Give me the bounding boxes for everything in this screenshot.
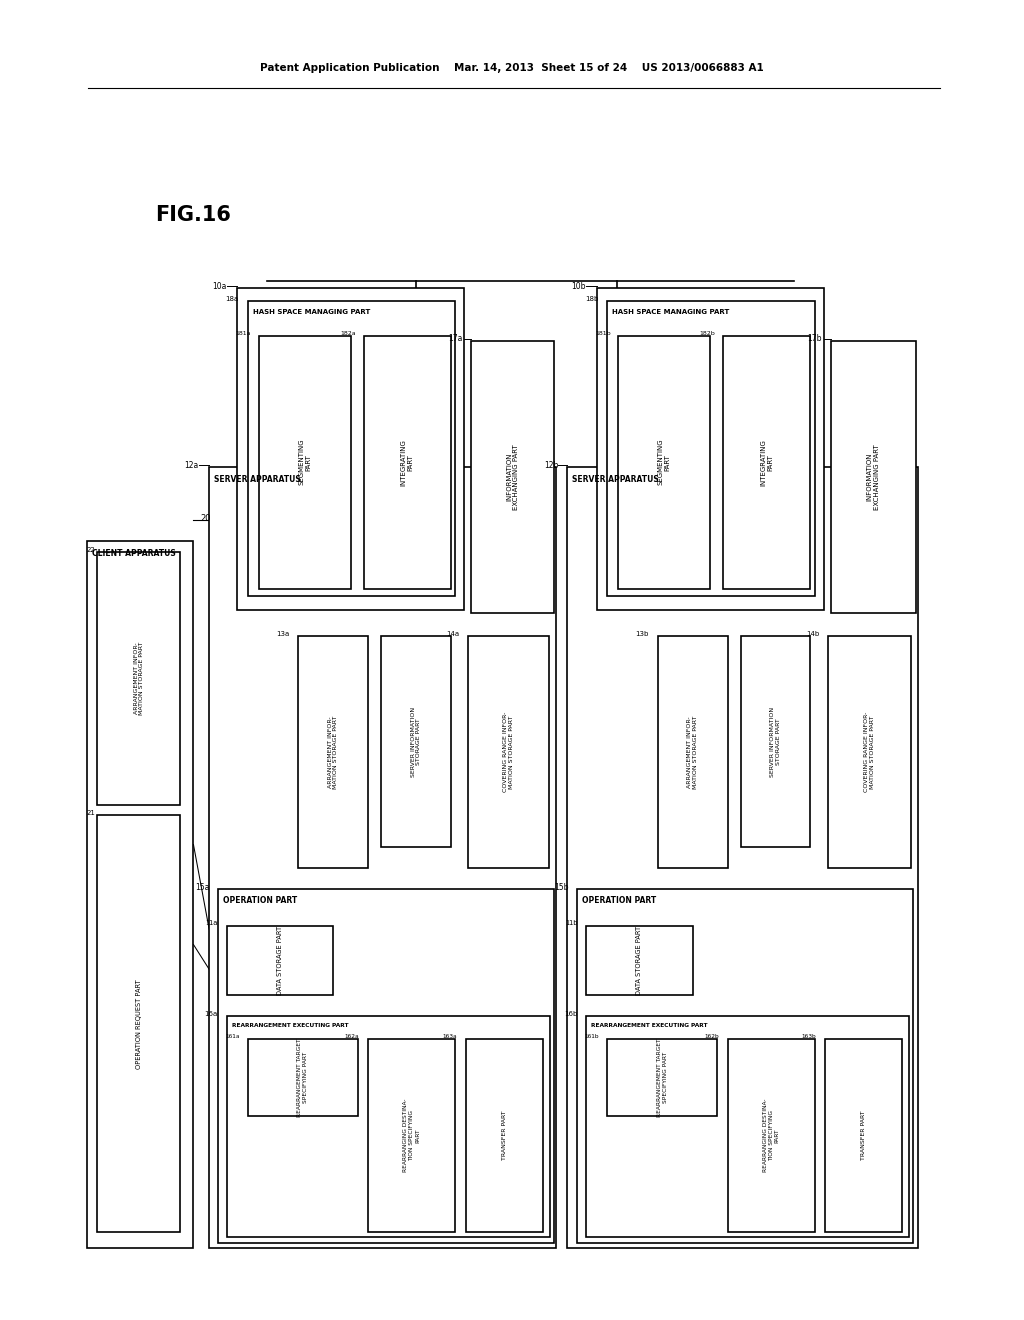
Text: 163a: 163a <box>442 1035 457 1039</box>
Text: CLIENT APPARATUS: CLIENT APPARATUS <box>92 549 176 558</box>
Text: 10a: 10a <box>212 281 226 290</box>
Text: REARRANGING DESTINA-
TION SPECIFYING
PART: REARRANGING DESTINA- TION SPECIFYING PAR… <box>763 1098 779 1172</box>
Text: ARRANGEMENT INFOR-
MATION STORAGE PART: ARRANGEMENT INFOR- MATION STORAGE PART <box>687 715 698 789</box>
Bar <box>259 335 350 589</box>
Text: 161a: 161a <box>225 1035 240 1039</box>
Text: INFORMATION
EXCHANGING PART: INFORMATION EXCHANGING PART <box>506 444 519 510</box>
Bar <box>607 301 815 597</box>
Bar <box>607 1039 717 1115</box>
Bar <box>218 890 554 1242</box>
Text: 13a: 13a <box>276 631 290 638</box>
Bar <box>226 927 333 995</box>
Text: OPERATION REQUEST PART: OPERATION REQUEST PART <box>136 979 142 1069</box>
Bar <box>728 1039 815 1232</box>
Text: REARRANGEMENT TARGET
SPECIFYING PART: REARRANGEMENT TARGET SPECIFYING PART <box>656 1039 668 1117</box>
Text: 182a: 182a <box>340 331 355 337</box>
Text: OPERATION PART: OPERATION PART <box>223 896 297 904</box>
Bar <box>364 335 451 589</box>
Text: REARRANGEMENT TARGET
SPECIFYING PART: REARRANGEMENT TARGET SPECIFYING PART <box>297 1039 308 1117</box>
Bar <box>471 341 554 612</box>
Text: 17a: 17a <box>447 334 462 343</box>
Bar <box>825 1039 902 1232</box>
Text: OPERATION PART: OPERATION PART <box>583 896 656 904</box>
Text: TRANSFER PART: TRANSFER PART <box>502 1110 507 1160</box>
Text: 15b: 15b <box>554 883 568 892</box>
Text: 18a: 18a <box>225 296 239 302</box>
Text: 181a: 181a <box>236 331 251 337</box>
Text: DATA STORAGE PART: DATA STORAGE PART <box>637 925 642 995</box>
Bar <box>828 636 910 869</box>
Bar <box>657 636 728 869</box>
Text: REARRANGING DESTINA-
TION SPECIFYING
PART: REARRANGING DESTINA- TION SPECIFYING PAR… <box>403 1098 420 1172</box>
Bar <box>723 335 810 589</box>
Text: 18b: 18b <box>585 296 598 302</box>
Bar <box>97 552 180 805</box>
Bar <box>97 816 180 1232</box>
Bar <box>468 636 549 869</box>
Text: 14a: 14a <box>446 631 460 638</box>
Bar <box>586 927 692 995</box>
Text: 162a: 162a <box>345 1035 359 1039</box>
Bar <box>618 335 710 589</box>
Text: 15a: 15a <box>195 883 209 892</box>
Bar <box>466 1039 543 1232</box>
Text: INFORMATION
EXCHANGING PART: INFORMATION EXCHANGING PART <box>866 444 880 510</box>
Bar <box>830 341 916 612</box>
Text: 17b: 17b <box>807 334 822 343</box>
Text: REARRANGEMENT EXECUTING PART: REARRANGEMENT EXECUTING PART <box>591 1023 708 1028</box>
Text: INTEGRATING
PART: INTEGRATING PART <box>761 438 773 486</box>
Text: 161b: 161b <box>585 1035 599 1039</box>
Text: REARRANGEMENT EXECUTING PART: REARRANGEMENT EXECUTING PART <box>231 1023 348 1028</box>
Text: 10b: 10b <box>571 281 586 290</box>
Text: 162b: 162b <box>705 1035 719 1039</box>
Text: 22: 22 <box>87 546 95 553</box>
Text: 16a: 16a <box>205 1011 218 1016</box>
Text: FIG.16: FIG.16 <box>155 205 231 224</box>
Bar <box>368 1039 456 1232</box>
Text: 163b: 163b <box>802 1035 816 1039</box>
Bar <box>248 301 456 597</box>
Bar <box>298 636 368 869</box>
Text: 11b: 11b <box>565 920 578 927</box>
Bar <box>381 636 451 847</box>
Text: 20: 20 <box>201 513 211 523</box>
Bar <box>597 288 823 610</box>
Text: SERVER APPARATUS: SERVER APPARATUS <box>572 475 658 484</box>
Bar <box>578 890 913 1242</box>
Text: SERVER INFORMATION
STORAGE PART: SERVER INFORMATION STORAGE PART <box>411 706 422 776</box>
Bar <box>567 467 918 1247</box>
Bar <box>740 636 810 847</box>
Bar <box>586 1016 909 1237</box>
Text: COVERING RANGE INFOR-
MATION STORAGE PART: COVERING RANGE INFOR- MATION STORAGE PAR… <box>864 711 874 792</box>
Text: 181b: 181b <box>595 331 610 337</box>
Text: INTEGRATING
PART: INTEGRATING PART <box>400 438 414 486</box>
Text: Patent Application Publication    Mar. 14, 2013  Sheet 15 of 24    US 2013/00668: Patent Application Publication Mar. 14, … <box>260 63 764 73</box>
Text: COVERING RANGE INFOR-
MATION STORAGE PART: COVERING RANGE INFOR- MATION STORAGE PAR… <box>503 711 514 792</box>
Bar <box>209 467 556 1247</box>
Text: 12a: 12a <box>184 461 199 470</box>
Text: ARRANGEMENT INFOR-
MATION STORAGE PART: ARRANGEMENT INFOR- MATION STORAGE PART <box>133 642 144 715</box>
Bar <box>238 288 464 610</box>
Text: TRANSFER PART: TRANSFER PART <box>861 1110 866 1160</box>
Bar <box>226 1016 550 1237</box>
Text: ARRANGEMENT INFOR-
MATION STORAGE PART: ARRANGEMENT INFOR- MATION STORAGE PART <box>328 715 339 789</box>
Text: 21: 21 <box>87 810 96 816</box>
Text: 12b: 12b <box>544 461 558 470</box>
Bar <box>87 541 194 1247</box>
Text: 182b: 182b <box>699 331 716 337</box>
Text: HASH SPACE MANAGING PART: HASH SPACE MANAGING PART <box>612 309 729 315</box>
Text: HASH SPACE MANAGING PART: HASH SPACE MANAGING PART <box>253 309 370 315</box>
Text: DATA STORAGE PART: DATA STORAGE PART <box>276 925 283 995</box>
Text: 16b: 16b <box>564 1011 578 1016</box>
Text: SEGMENTING
PART: SEGMENTING PART <box>298 438 311 486</box>
Text: 14b: 14b <box>806 631 819 638</box>
Text: SEGMENTING
PART: SEGMENTING PART <box>657 438 671 486</box>
Text: 13b: 13b <box>636 631 649 638</box>
Text: SERVER INFORMATION
STORAGE PART: SERVER INFORMATION STORAGE PART <box>770 706 781 776</box>
Bar <box>248 1039 357 1115</box>
Text: 11a: 11a <box>206 920 218 927</box>
Text: SERVER APPARATUS: SERVER APPARATUS <box>214 475 301 484</box>
